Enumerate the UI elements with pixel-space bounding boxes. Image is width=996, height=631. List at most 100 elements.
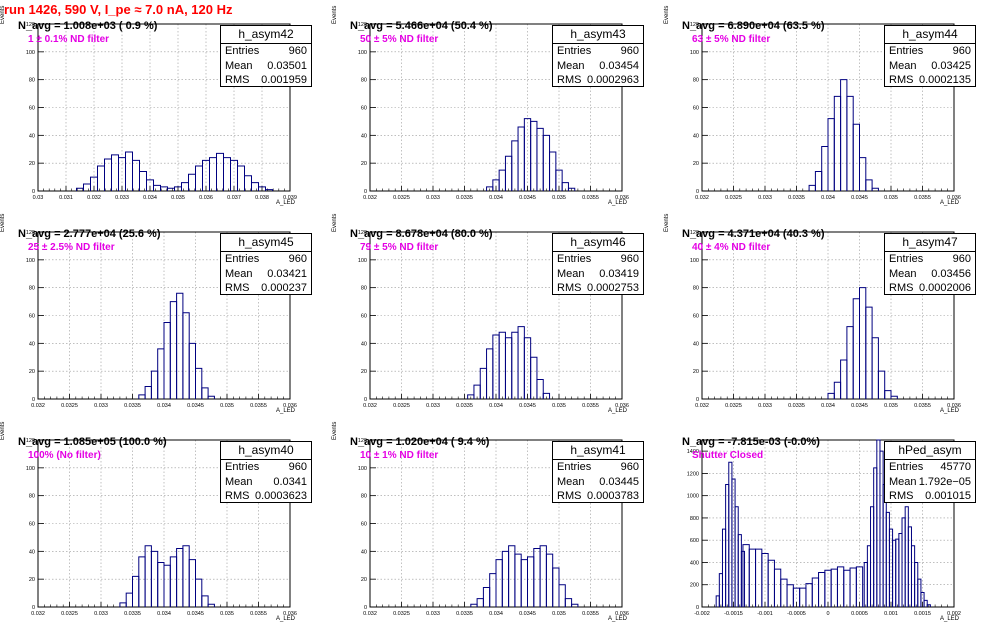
x-tick-label: 0.0325: [61, 611, 78, 617]
histogram-bin: [567, 187, 576, 191]
filter-annotation: 25 ± 2.5% ND filter: [28, 242, 115, 253]
histogram-bin: [207, 603, 215, 607]
y-tick-label: 40: [361, 133, 367, 139]
y-tick-label: 80: [361, 78, 367, 84]
x-tick-label: 0.033: [94, 611, 108, 617]
histogram-plot: 0.032 0.0325 0.033 0.0335 0.034 0.0345 0.035 0.…: [358, 438, 629, 617]
x-axis-label: A_LED: [608, 616, 628, 622]
x-axis-label: A_LED: [608, 200, 628, 206]
stats-key: Entries: [225, 461, 260, 473]
x-tick-label: 0.0345: [851, 195, 868, 201]
x-tick-label: 0.0345: [851, 403, 868, 409]
y-tick-label: 100: [26, 258, 35, 264]
histogram-bin: [160, 186, 168, 191]
stats-value: 0.001015: [925, 490, 971, 502]
histogram-bin: [773, 568, 782, 607]
histogram-bin: [132, 575, 140, 607]
stats-title: h_asym43: [553, 26, 643, 44]
histogram-bin: [125, 592, 133, 607]
y-axis-label: Events: [332, 5, 338, 24]
stats-key: Mean: [225, 59, 253, 72]
stats-row-entries: Entries 960: [221, 252, 311, 267]
stats-value: 960: [620, 45, 639, 57]
filter-annotation: 1 ± 0.1% ND filter: [28, 34, 110, 45]
histogram-bin: [176, 548, 184, 607]
y-tick-label: 80: [361, 494, 367, 500]
histogram-bin: [564, 598, 573, 607]
stats-value: 0.0003783: [587, 490, 639, 502]
x-tick-label: 0.034: [821, 195, 835, 201]
histogram-bin: [520, 559, 528, 607]
filter-annotation: 10 ± 1% ND filter: [360, 450, 439, 461]
x-tick-label: 0.036: [947, 403, 961, 409]
navg-title: N_avg = 6.890e+04 (63.5 %): [682, 20, 825, 32]
stats-row-mean: Mean 0.03419: [553, 267, 643, 282]
x-axis-label: A_LED: [940, 200, 960, 206]
x-axis-label: A_LED: [276, 616, 296, 622]
x-tick-label: 0.0335: [788, 403, 805, 409]
x-tick-label: 0.0345: [519, 403, 536, 409]
histogram-bin: [489, 573, 497, 607]
stats-value: 0.0002006: [919, 282, 971, 294]
stats-value: 0.0002963: [587, 74, 639, 86]
stats-key: Entries: [225, 253, 260, 265]
x-tick-label: 0.0335: [124, 403, 141, 409]
x-axis-label: A_LED: [276, 200, 296, 206]
histogram-bin: [545, 553, 554, 607]
histogram-bin: [852, 123, 860, 191]
stats-row-entries: Entries 960: [553, 44, 643, 59]
x-tick-label: 0.031: [59, 195, 73, 201]
histogram-bin: [884, 390, 892, 399]
stats-value: 960: [288, 461, 307, 473]
stats-key: Mean: [557, 59, 585, 72]
x-tick-label: 0.002: [947, 611, 961, 617]
histogram-bin: [830, 568, 838, 607]
x-tick-label: 0.0355: [582, 403, 599, 409]
y-tick-label: 120: [358, 230, 367, 236]
y-tick-label: 120: [690, 22, 699, 28]
stats-key: Entries: [889, 461, 924, 473]
histogram-panel-h_asym44: 0.032 0.0325 0.033 0.0335 0.034 0.0345 0.035 0.…: [664, 6, 996, 215]
stats-row-mean: Mean 0.03425: [885, 59, 975, 74]
histogram-bin: [182, 545, 190, 607]
filter-annotation: 50 ± 5% ND filter: [360, 34, 439, 45]
histogram-bin: [536, 127, 544, 191]
navg-title: N_avg = 8.678e+04 (80.0 %): [350, 228, 493, 240]
histogram-bin: [504, 337, 513, 399]
stats-value: 960: [620, 461, 639, 473]
y-tick-label: 120: [358, 438, 367, 444]
y-tick-label: 100: [358, 466, 367, 472]
histogram-bin: [530, 356, 538, 399]
histogram-bin: [742, 544, 750, 607]
histogram-bin: [223, 157, 231, 191]
x-tick-label: 0.0005: [851, 611, 868, 617]
histogram-bin: [865, 179, 873, 191]
x-tick-label: 0.0355: [582, 611, 599, 617]
x-tick-label: 0.034: [157, 611, 171, 617]
histogram-bin: [549, 151, 557, 191]
x-tick-label: 0.035: [884, 403, 898, 409]
y-tick-label: 80: [29, 494, 35, 500]
y-tick-label: 40: [29, 341, 35, 347]
stats-title: h_asym47: [885, 234, 975, 252]
stats-box: h_asym47 Entries 960 Mean 0.03456 RMS 0.000200…: [884, 233, 976, 295]
y-axis-label: Events: [332, 421, 338, 440]
x-tick-label: 0.038: [255, 195, 269, 201]
histogram-bin: [517, 126, 525, 191]
stats-key: Mean: [889, 475, 917, 488]
stats-value: 0.001959: [261, 74, 307, 86]
histogram-bin: [923, 599, 928, 607]
histogram-bin: [144, 385, 152, 399]
y-tick-label: 60: [693, 106, 699, 112]
histogram-panel-h_asym45: 0.032 0.0325 0.033 0.0335 0.034 0.0345 0.035 0.…: [0, 214, 332, 423]
x-tick-label: 0.035: [171, 195, 185, 201]
stats-key: Mean: [889, 59, 917, 72]
histogram-bin: [216, 152, 224, 191]
y-axis-label: Events: [332, 213, 338, 232]
stats-title: h_asym40: [221, 442, 311, 460]
histogram-bin: [495, 559, 503, 607]
stats-row-mean: Mean 1.792e−05: [885, 475, 975, 490]
stats-key: RMS: [225, 490, 250, 502]
stats-value: 960: [952, 45, 971, 57]
y-tick-label: 20: [361, 369, 367, 375]
